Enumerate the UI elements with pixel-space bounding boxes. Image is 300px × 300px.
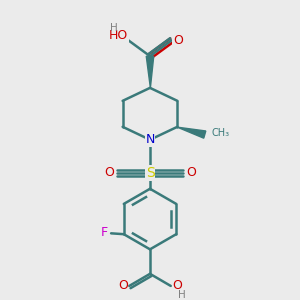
Text: O: O	[172, 279, 182, 292]
Text: CH₃: CH₃	[212, 128, 230, 138]
Text: HO: HO	[109, 29, 128, 43]
Text: O: O	[186, 167, 196, 179]
Polygon shape	[177, 127, 206, 138]
Text: N: N	[145, 133, 155, 146]
Text: F: F	[101, 226, 108, 239]
Polygon shape	[146, 56, 154, 88]
Text: O: O	[173, 34, 183, 47]
Text: O: O	[104, 167, 114, 179]
Text: S: S	[146, 166, 154, 180]
Text: H: H	[110, 23, 117, 33]
Text: O: O	[118, 279, 128, 292]
Text: H: H	[178, 290, 186, 300]
